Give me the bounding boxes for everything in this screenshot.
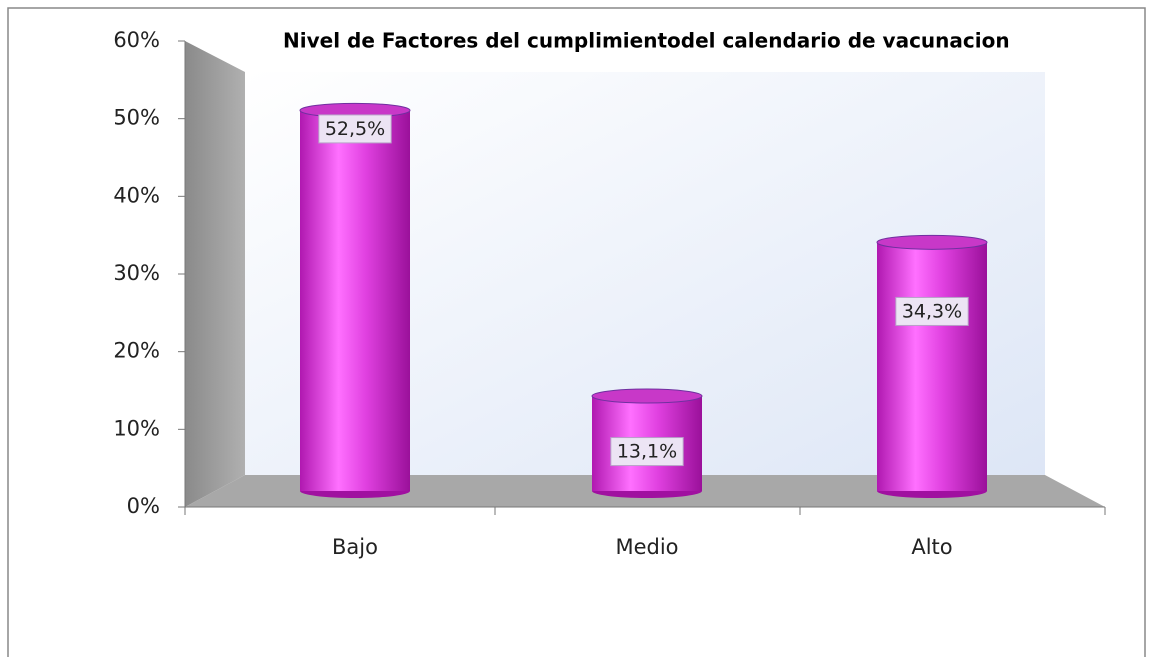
value-label-box [318, 114, 392, 144]
value-label-box [610, 437, 684, 467]
y-tick-label: 20% [113, 339, 160, 363]
y-tick-label: 50% [113, 106, 160, 130]
frame [7, 7, 1146, 657]
value-label: 34,3% [902, 300, 962, 322]
bar [300, 110, 410, 491]
x-tick-label: Alto [911, 535, 952, 559]
y-tick-label: 40% [113, 183, 160, 207]
x-tick-label: Bajo [332, 535, 378, 559]
bar-top [876, 234, 988, 250]
x-tick-label: Medio [615, 535, 678, 559]
back-wall [245, 72, 1045, 475]
value-label-box [895, 296, 969, 326]
value-label: 52,5% [325, 118, 385, 140]
y-tick-label: 0% [127, 494, 160, 518]
y-tick-label: 60% [113, 28, 160, 52]
bar [877, 242, 987, 491]
side-wall [185, 41, 245, 507]
y-tick-label: 30% [113, 261, 160, 285]
bar-top [591, 388, 703, 404]
value-label: 13,1% [617, 441, 677, 463]
chart-title: Nivel de Factores del cumplimientodel ca… [283, 29, 1010, 53]
y-tick-label: 10% [113, 416, 160, 440]
